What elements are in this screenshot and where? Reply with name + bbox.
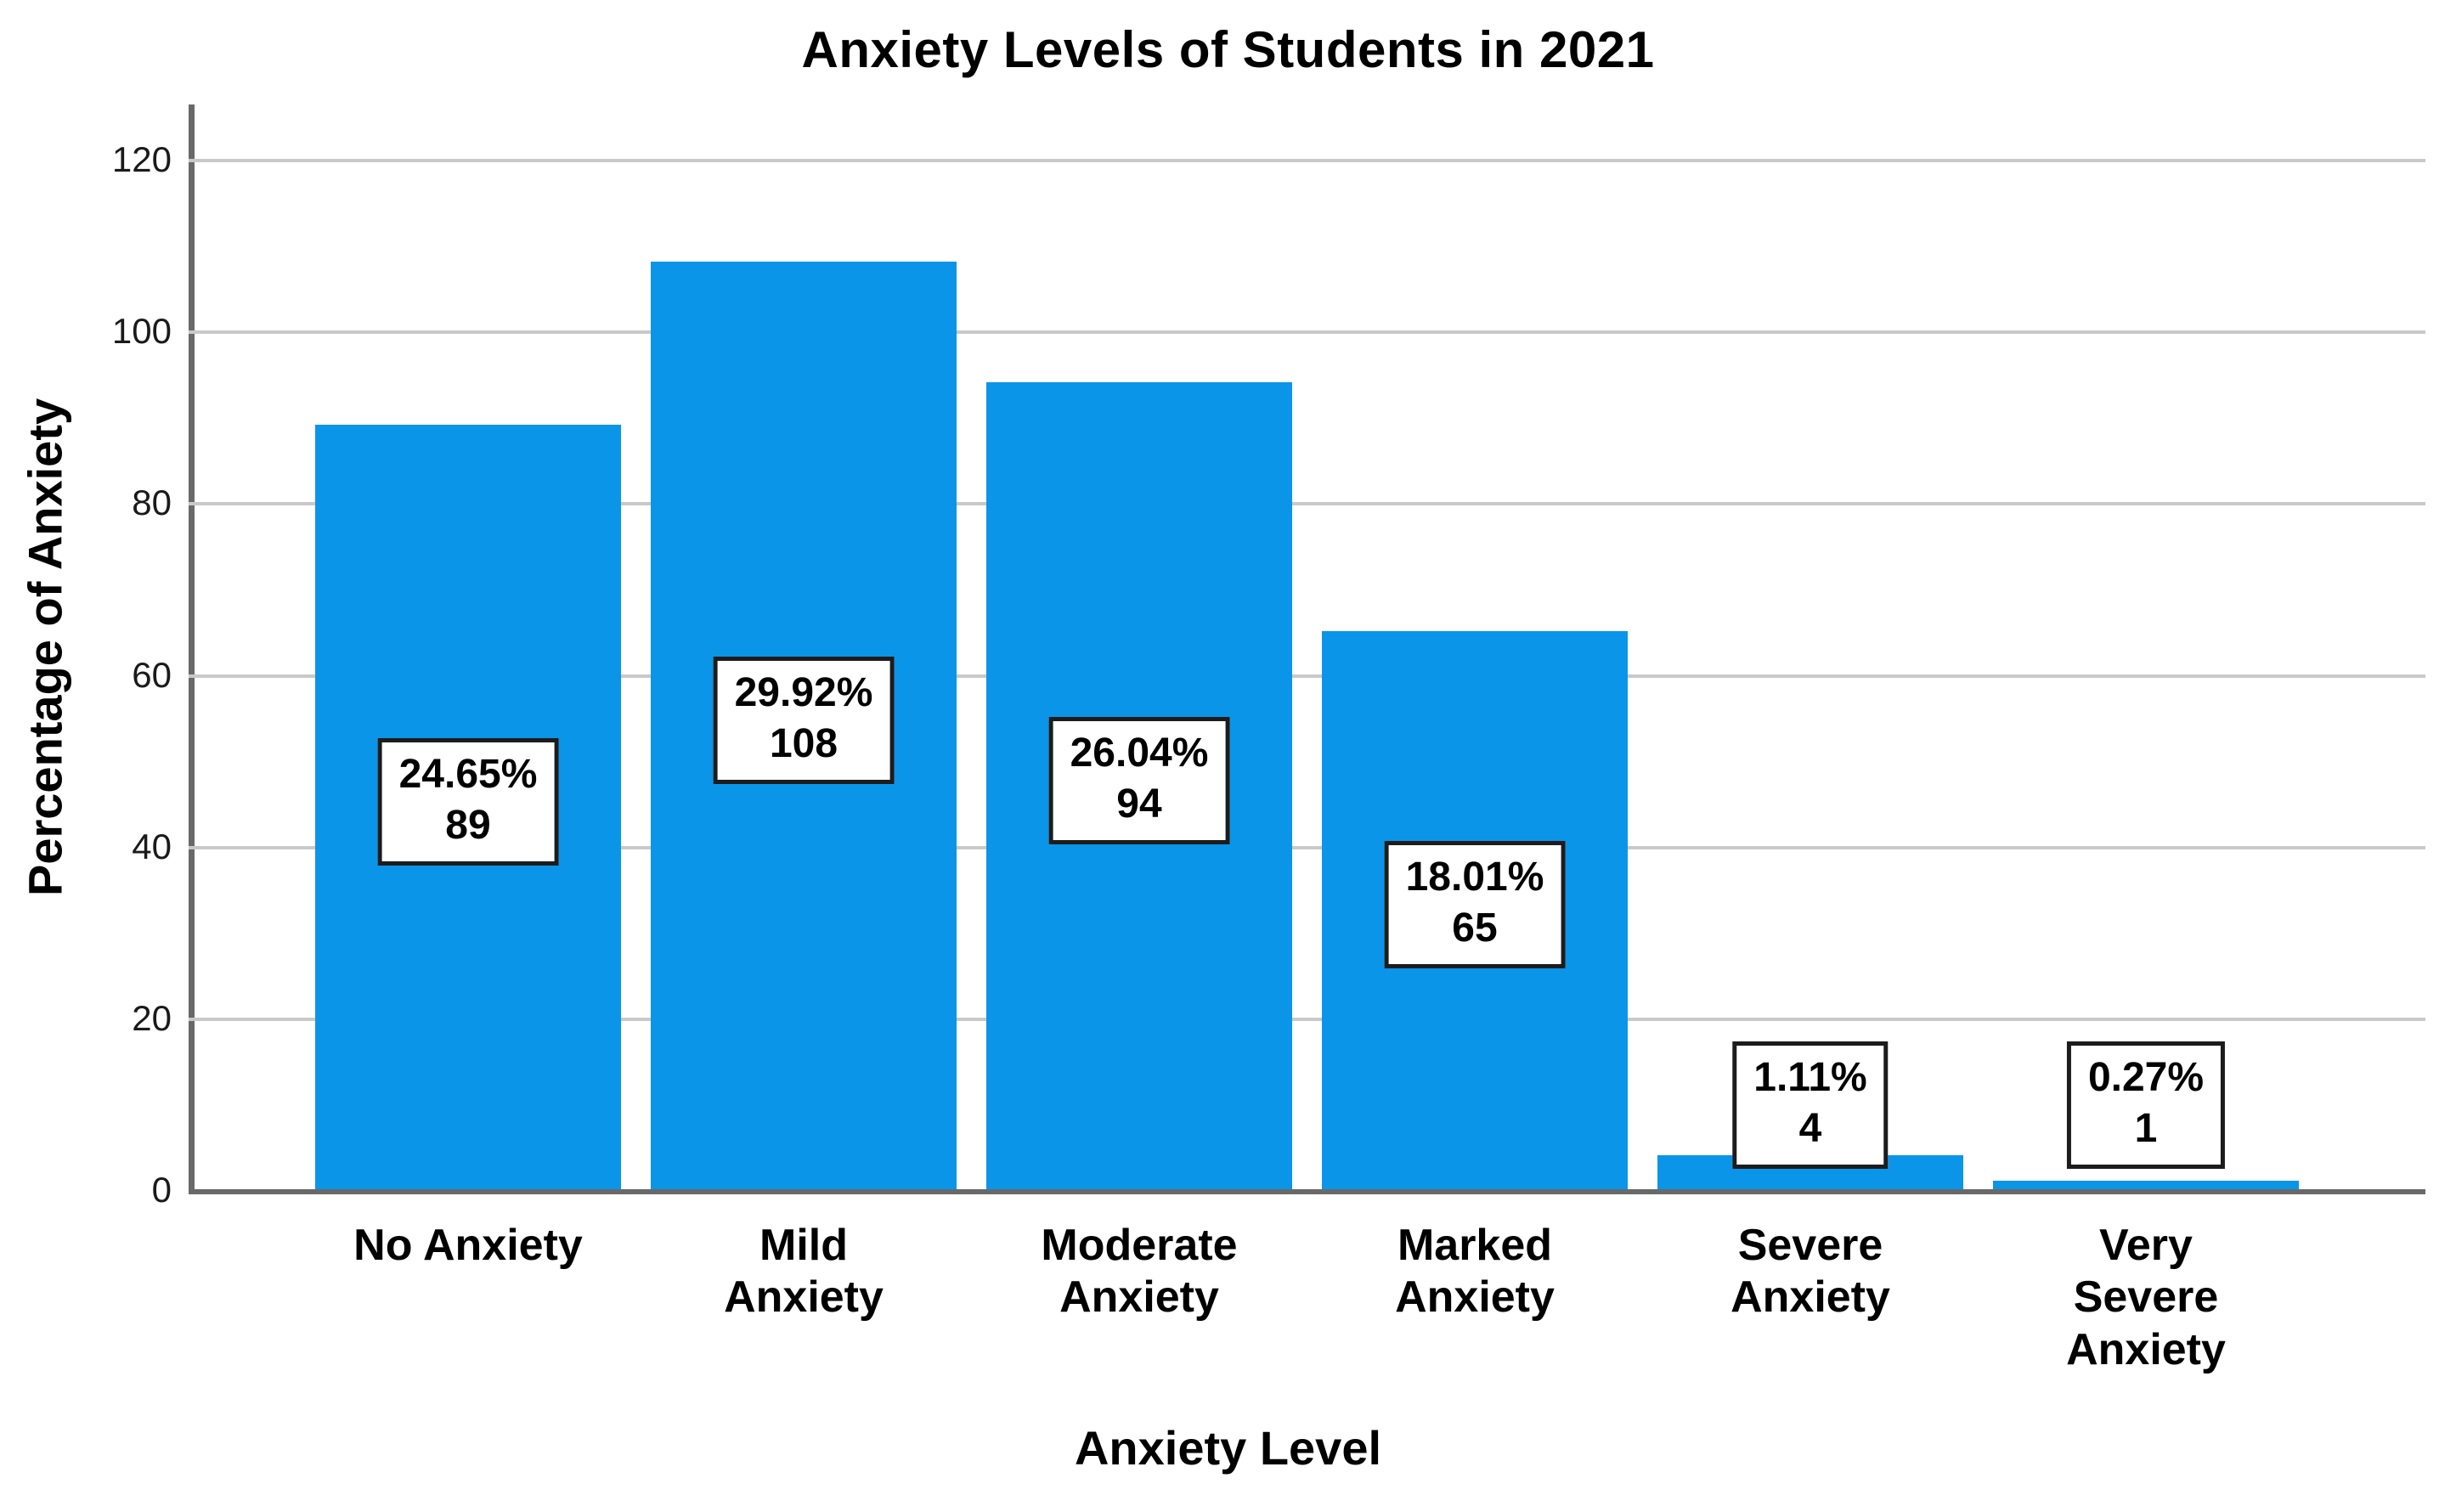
y-tick-label-40: 40 [132, 826, 172, 866]
gridline-40 [189, 845, 2425, 849]
gridline-120 [189, 159, 2425, 163]
x-axis-title: Anxiety Level [1074, 1421, 1382, 1475]
bar-very-severe-anxiety [1993, 1180, 2299, 1189]
bar-label-box-very-severe-anxiety: 0.27% 1 [2066, 1041, 2226, 1169]
x-category-label-moderate-anxiety: Moderate Anxiety [1041, 1221, 1238, 1323]
x-category-label-no-anxiety: No Anxiety [353, 1221, 583, 1270]
x-category-label-marked-anxiety: Marked Anxiety [1395, 1221, 1555, 1323]
bar-label-box-mild-anxiety: 29.92% 108 [713, 657, 895, 785]
y-tick-label-80: 80 [132, 482, 172, 523]
plot-area: 24.65% 89 29.92% 108 26.04% 94 18.01% 65 1.1… [189, 104, 2425, 1189]
y-axis-line [189, 104, 195, 1194]
gridline-20 [189, 1017, 2425, 1021]
y-tick-label-100: 100 [111, 311, 172, 352]
y-tick-label-120: 120 [111, 139, 172, 180]
bar-label-box-marked-anxiety: 18.01% 65 [1384, 841, 1566, 969]
gridline-100 [189, 330, 2425, 335]
x-category-label-severe-anxiety: Severe Anxiety [1730, 1221, 1890, 1323]
gridline-60 [189, 674, 2425, 678]
x-axis-line [189, 1189, 2425, 1194]
x-category-label-very-severe-anxiety: Very Severe Anxiety [2066, 1221, 2226, 1374]
y-tick-label-60: 60 [132, 654, 172, 695]
y-tick-label-20: 20 [132, 997, 172, 1038]
x-category-label-mild-anxiety: Mild Anxiety [724, 1221, 884, 1323]
y-tick-label-0: 0 [151, 1170, 172, 1210]
chart-title: Anxiety Levels of Students in 2021 [801, 21, 1655, 78]
bar-label-box-severe-anxiety: 1.11% 4 [1732, 1041, 1889, 1169]
bar-label-box-moderate-anxiety: 26.04% 94 [1048, 716, 1230, 844]
bar-label-box-no-anxiety: 24.65% 89 [377, 738, 559, 866]
gridline-80 [189, 502, 2425, 506]
